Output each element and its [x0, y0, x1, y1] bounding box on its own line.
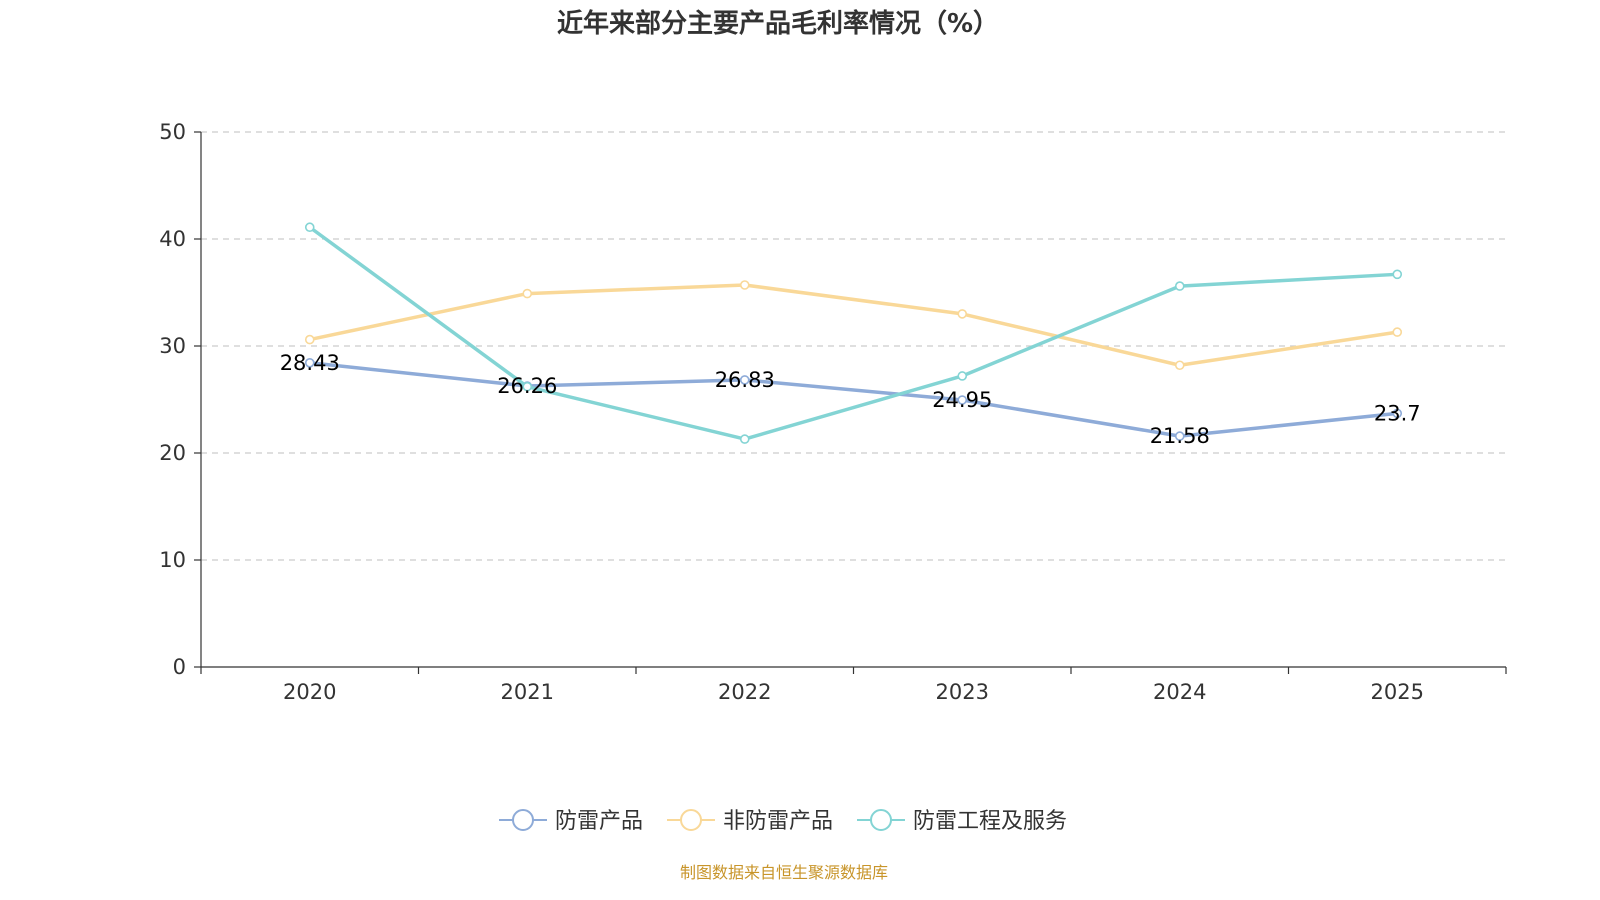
y-tick-label: 10 [159, 548, 186, 572]
x-tick-label: 2021 [501, 680, 554, 704]
y-tick-label: 0 [173, 655, 186, 679]
legend-label: 非防雷产品 [723, 809, 833, 834]
legend-item-1[interactable]: 非防雷产品 [667, 809, 833, 834]
chart-title: 近年来部分主要产品毛利率情况（%） [557, 8, 999, 39]
grid-lines [201, 131, 1506, 561]
data-point[interactable] [1174, 360, 1185, 371]
legend-label: 防雷产品 [555, 809, 643, 834]
legend-item-2[interactable]: 防雷工程及服务 [857, 809, 1067, 834]
data-point[interactable] [522, 381, 533, 392]
legend-marker [512, 809, 534, 831]
y-tick-label: 30 [159, 334, 186, 358]
data-point[interactable] [957, 371, 968, 381]
data-point[interactable] [1392, 408, 1403, 419]
x-tick-label: 2022 [718, 680, 771, 704]
data-point[interactable] [522, 288, 533, 299]
y-tick-label: 20 [159, 441, 186, 465]
data-point[interactable] [1174, 281, 1185, 291]
axes: 0 10 20 30 40 50 2020 2021 2022 2023 2024 2025 [159, 120, 1507, 704]
x-tick-label: 2020 [283, 680, 336, 704]
y-tick-label: 50 [159, 120, 186, 144]
y-tick-label: 40 [159, 227, 186, 251]
series-line [309, 361, 1398, 438]
data-point[interactable] [739, 434, 750, 444]
x-tick-label: 2023 [936, 680, 989, 704]
legend[interactable]: 防雷产品 非防雷产品 防雷工程及服务 [499, 809, 1067, 834]
data-point[interactable] [1392, 269, 1403, 280]
data-point[interactable] [1174, 431, 1185, 441]
legend-label: 防雷工程及服务 [913, 809, 1067, 834]
data-labels: 28.43 26.26 26.83 24.95 21.58 23.7 [280, 351, 1421, 448]
source-note: 制图数据来自恒生聚源数据库 [680, 863, 888, 882]
data-label: 28.43 [280, 351, 340, 375]
data-point[interactable] [957, 395, 968, 405]
series-1 [304, 280, 1403, 371]
x-tick-label: 2024 [1153, 680, 1206, 704]
legend-marker [680, 809, 702, 831]
data-label: 24.95 [932, 388, 992, 412]
data-point[interactable] [304, 334, 315, 345]
data-label: 26.26 [497, 374, 557, 398]
data-point[interactable] [1392, 327, 1403, 337]
legend-item-0[interactable]: 防雷产品 [499, 809, 643, 834]
data-point[interactable] [739, 280, 750, 290]
series-0 [304, 357, 1403, 441]
data-label: 21.58 [1150, 424, 1210, 448]
line-chart: 近年来部分主要产品毛利率情况（%） 0 10 20 30 40 50 2020 2021 202… [159, 8, 1507, 882]
data-point[interactable] [957, 309, 968, 319]
series-line [309, 283, 1398, 368]
data-label: 23.7 [1374, 401, 1421, 425]
series-2 [304, 222, 1403, 444]
data-point[interactable] [304, 222, 315, 233]
legend-marker [870, 809, 892, 831]
series-lines [304, 222, 1403, 444]
series-line [308, 225, 1398, 441]
x-tick-label: 2025 [1371, 680, 1424, 704]
data-point[interactable] [304, 357, 315, 368]
data-point[interactable] [739, 375, 750, 385]
data-label: 26.83 [715, 368, 775, 392]
